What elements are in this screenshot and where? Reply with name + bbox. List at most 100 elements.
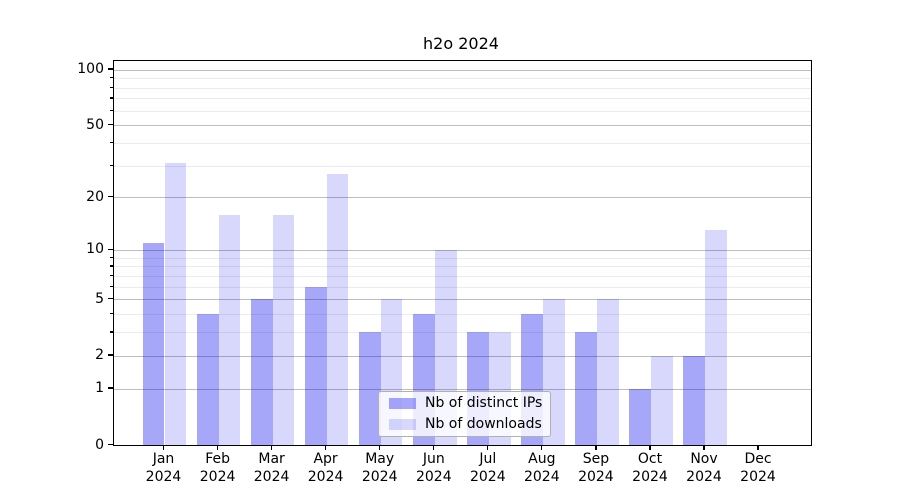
legend-label-ips: Nb of distinct IPs bbox=[425, 395, 543, 411]
x-tick-label-oct-2024: Oct 2024 bbox=[610, 451, 690, 486]
gridline-major-100 bbox=[114, 69, 811, 71]
legend: Nb of distinct IPs Nb of downloads bbox=[378, 391, 551, 437]
gridline-major-50 bbox=[114, 125, 811, 127]
bar-nb-of-distinct-ips-oct-2024 bbox=[629, 388, 651, 445]
x-tick-mark-mar-2024 bbox=[270, 445, 273, 451]
x-tick-label-aug-2024: Aug 2024 bbox=[502, 451, 582, 486]
x-tick-month: Nov bbox=[690, 451, 718, 467]
x-tick-year: 2024 bbox=[253, 468, 290, 485]
x-tick-month: Sep bbox=[582, 451, 610, 467]
legend-swatch-ips bbox=[389, 398, 416, 409]
x-tick-year: 2024 bbox=[307, 468, 344, 485]
x-tick-label-nov-2024: Nov 2024 bbox=[664, 451, 744, 486]
y-tick-mark-minor-70 bbox=[110, 97, 113, 99]
legend-item-downloads: Nb of downloads bbox=[389, 416, 542, 433]
x-tick-mark-may-2024 bbox=[379, 445, 381, 451]
x-tick-mark-dec-2024 bbox=[757, 445, 759, 451]
y-tick-mark-minor-6 bbox=[110, 285, 113, 288]
bar-nb-of-distinct-ips-apr-2024 bbox=[304, 286, 327, 445]
y-tick-mark-minor-4 bbox=[110, 313, 113, 315]
x-tick-mark-apr-2024 bbox=[324, 445, 327, 451]
x-tick-label-sep-2024: Sep 2024 bbox=[556, 451, 636, 486]
chart-title: h2o 2024 bbox=[423, 34, 499, 53]
x-tick-year: 2024 bbox=[469, 468, 506, 485]
y-tick-mark-minor-8 bbox=[110, 265, 113, 267]
y-tick-mark-minor-40 bbox=[110, 141, 113, 144]
bar-nb-of-distinct-ips-may-2024 bbox=[358, 332, 381, 445]
y-tick-label-1: 1 bbox=[95, 380, 104, 397]
x-tick-year: 2024 bbox=[686, 468, 722, 485]
x-tick-mark-nov-2024 bbox=[703, 445, 705, 451]
gridline-minor-3 bbox=[114, 332, 811, 334]
bar-nb-of-downloads-feb-2024 bbox=[218, 214, 241, 445]
x-tick-label-mar-2024: Mar 2024 bbox=[232, 451, 312, 486]
x-tick-month: Feb bbox=[205, 451, 230, 467]
x-tick-month: Jun bbox=[422, 451, 445, 467]
bar-nb-of-downloads-sep-2024 bbox=[596, 299, 619, 445]
gridline-minor-30 bbox=[114, 165, 811, 167]
y-tick-label-20: 20 bbox=[86, 188, 104, 205]
y-tick-mark-minor-90 bbox=[110, 77, 113, 79]
y-tick-mark-1 bbox=[107, 387, 113, 389]
bar-nb-of-downloads-apr-2024 bbox=[326, 173, 349, 445]
x-tick-mark-feb-2024 bbox=[216, 445, 219, 451]
bar-nb-of-downloads-jan-2024 bbox=[164, 163, 187, 445]
x-tick-year: 2024 bbox=[415, 468, 452, 485]
gridline-minor-40 bbox=[114, 142, 811, 144]
y-tick-label-10: 10 bbox=[86, 241, 104, 258]
y-tick-mark-10 bbox=[107, 248, 113, 251]
y-tick-mark-100 bbox=[107, 68, 113, 70]
x-tick-label-jul-2024: Jul 2024 bbox=[448, 451, 528, 486]
x-tick-label-dec-2024: Dec 2024 bbox=[718, 451, 798, 486]
x-tick-year: 2024 bbox=[523, 468, 560, 485]
gridline-minor-80 bbox=[114, 87, 811, 89]
x-tick-year: 2024 bbox=[740, 468, 776, 485]
bar-nb-of-downloads-oct-2024 bbox=[651, 355, 673, 445]
x-tick-mark-sep-2024 bbox=[595, 445, 597, 451]
gridline-minor-60 bbox=[114, 110, 811, 112]
y-tick-mark-20 bbox=[107, 196, 113, 198]
y-tick-label-0: 0 bbox=[95, 436, 104, 453]
gridline-minor-8 bbox=[114, 266, 811, 268]
gridline-major-10 bbox=[114, 249, 811, 251]
bar-nb-of-distinct-ips-sep-2024 bbox=[575, 332, 597, 445]
bar-nb-of-distinct-ips-jan-2024 bbox=[142, 242, 165, 445]
y-tick-mark-2 bbox=[107, 354, 113, 356]
gridline-minor-90 bbox=[114, 78, 811, 79]
y-tick-mark-minor-80 bbox=[110, 86, 113, 88]
y-tick-mark-minor-9 bbox=[110, 256, 113, 259]
bar-nb-of-distinct-ips-mar-2024 bbox=[250, 299, 273, 445]
y-tick-mark-50 bbox=[107, 123, 113, 126]
x-tick-month: May bbox=[365, 451, 395, 467]
gridline-minor-6 bbox=[114, 286, 811, 288]
y-tick-mark-minor-7 bbox=[110, 274, 113, 277]
x-tick-label-jan-2024: Jan 2024 bbox=[124, 451, 204, 486]
legend-item-ips: Nb of distinct IPs bbox=[389, 395, 542, 412]
x-tick-month: Oct bbox=[637, 451, 663, 467]
x-tick-label-apr-2024: Apr 2024 bbox=[286, 451, 366, 486]
x-tick-year: 2024 bbox=[199, 468, 236, 485]
legend-label-downloads: Nb of downloads bbox=[425, 416, 542, 432]
y-tick-mark-5 bbox=[107, 298, 113, 300]
x-tick-month: Apr bbox=[313, 451, 338, 467]
x-tick-label-feb-2024: Feb 2024 bbox=[178, 451, 258, 486]
gridline-minor-4 bbox=[114, 314, 811, 316]
x-tick-mark-jun-2024 bbox=[433, 445, 435, 451]
y-tick-mark-minor-30 bbox=[110, 164, 113, 166]
y-tick-label-100: 100 bbox=[77, 61, 104, 77]
bar-nb-of-downloads-mar-2024 bbox=[272, 214, 295, 445]
gridline-minor-7 bbox=[114, 275, 811, 277]
x-tick-year: 2024 bbox=[578, 468, 614, 485]
y-tick-label-5: 5 bbox=[95, 290, 104, 307]
x-tick-mark-aug-2024 bbox=[541, 445, 543, 451]
gridline-major-2 bbox=[114, 355, 811, 357]
x-tick-month: Mar bbox=[258, 451, 285, 467]
x-tick-year: 2024 bbox=[632, 468, 668, 485]
x-tick-month: Jan bbox=[152, 451, 175, 467]
gridline-major-5 bbox=[114, 299, 811, 301]
y-tick-mark-minor-3 bbox=[110, 331, 113, 333]
bar-nb-of-distinct-ips-nov-2024 bbox=[683, 355, 705, 445]
x-tick-mark-oct-2024 bbox=[649, 445, 651, 451]
y-tick-mark-minor-60 bbox=[110, 109, 113, 111]
y-tick-mark-0 bbox=[107, 443, 113, 446]
